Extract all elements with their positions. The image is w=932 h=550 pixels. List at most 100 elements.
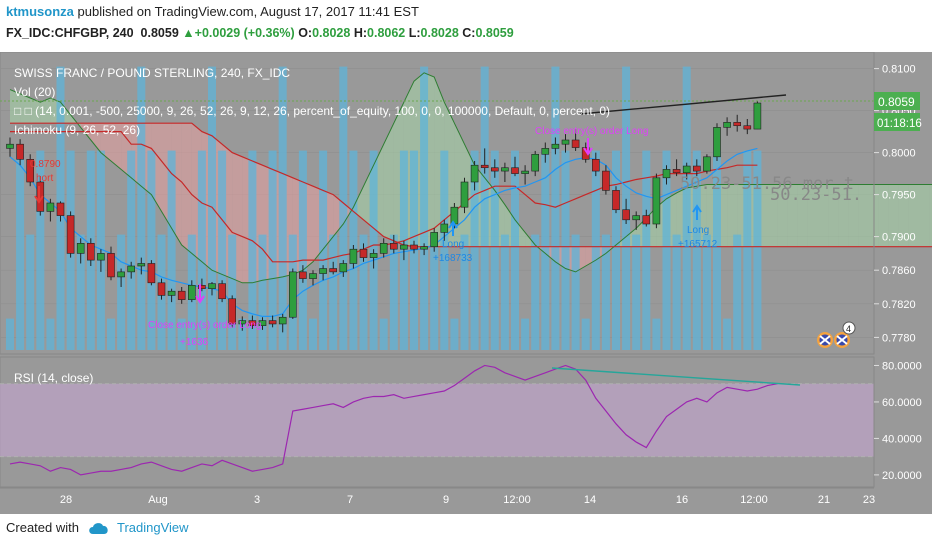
candle-54: [551, 137, 560, 155]
time-badge-text: 01:18:16: [877, 118, 922, 130]
cloud-segment-91: [929, 184, 932, 247]
time-tick-9: 21: [818, 494, 830, 506]
low-value: 0.8028: [420, 26, 459, 40]
volume-bar-69: [702, 234, 711, 350]
volume-bar-59: [601, 234, 610, 350]
annot-close-bottom-value: +1636: [180, 337, 209, 348]
candle-5: [56, 201, 65, 222]
time-axis[interactable]: 28 Aug 3 7 9 12:00 14 16 12:00 21 23: [0, 487, 875, 506]
candle-32: [329, 261, 338, 275]
volume-bar-33: [339, 66, 348, 350]
volume-bar-73: [743, 150, 752, 350]
cloud-segment-3: [40, 98, 51, 124]
short-arrow-icon: [34, 186, 44, 204]
candle-59: [602, 165, 610, 195]
time-badge: [874, 113, 920, 131]
candle-15: [157, 278, 166, 300]
annot-long2-value: +165712: [678, 239, 718, 250]
volume-bar-20: [208, 66, 216, 350]
author-link[interactable]: ktmusonza: [6, 4, 74, 19]
cloud-segment-83: [848, 184, 859, 247]
high-value: 0.8062: [367, 26, 406, 40]
candle-52: [531, 150, 540, 177]
event-flags[interactable]: 4: [817, 321, 856, 348]
candle-47: [480, 148, 489, 174]
volume-bar-47: [480, 66, 489, 350]
open-label: O:: [298, 26, 313, 40]
candle-50: [511, 156, 519, 177]
candle-29: [299, 265, 307, 283]
volume-bar-12: [127, 150, 136, 350]
cloud-segment-84: [858, 184, 869, 247]
cloud-segment-8: [90, 123, 101, 153]
time-tick-8: 12:00: [740, 494, 768, 506]
rsi-label[interactable]: RSI (14, close): [14, 371, 93, 385]
candle-41: [420, 243, 428, 256]
long-arrow-2-icon: [692, 204, 702, 220]
candle-55: [561, 134, 570, 153]
candle-62: [632, 211, 641, 230]
cloud-segment-90: [919, 184, 930, 247]
candle-3: [36, 176, 45, 216]
chart-area[interactable]: 50.23-51.56 mor t 50.23-51. 0.8790 hort …: [0, 52, 932, 514]
volume-bar-60: [612, 150, 620, 350]
candle-16: [167, 288, 176, 303]
candle-73: [743, 119, 752, 135]
candles: [6, 100, 762, 333]
candle-58: [591, 152, 600, 177]
candle-51: [521, 165, 529, 185]
ichimoku-label[interactable]: Ichimoku (9, 26, 52, 26): [14, 123, 140, 137]
publish-text: published on TradingView.com, August 17,…: [77, 4, 419, 19]
candle-8: [87, 238, 95, 266]
candle-71: [723, 117, 731, 136]
volume-bar-3: [36, 150, 45, 350]
candle-6: [66, 211, 75, 258]
volume-bar-22: [228, 234, 237, 350]
cloud-segment-2: [30, 98, 41, 124]
candle-63: [642, 209, 651, 227]
candle-27: [278, 313, 287, 333]
candle-18: [188, 280, 196, 303]
cloud-segment-1: [20, 93, 31, 124]
strategy-label[interactable]: □ □ (14, 0.001, -500, 25000, 9, 26, 52, …: [14, 104, 610, 118]
price-tick-3: 0.7950: [882, 190, 916, 202]
candle-49: [501, 162, 509, 182]
close-arrow-2-icon: [195, 284, 205, 304]
volume-bar-46: [470, 150, 479, 350]
volume-bar-44: [450, 318, 459, 350]
candle-2: [26, 154, 35, 187]
price-tick-0: 0.8100: [882, 64, 916, 76]
volume-bar-11: [117, 234, 126, 350]
volume-bar-70: [713, 150, 721, 350]
volume-bar-38: [389, 234, 398, 350]
volume-bar-42: [430, 234, 439, 350]
time-tick-0: 28: [60, 494, 72, 506]
last-price: 0.8059: [140, 26, 179, 40]
candle-11: [117, 268, 125, 287]
time-tick-7: 16: [676, 494, 688, 506]
time-tick-10: 23: [863, 494, 875, 506]
cloud-segment-77: [787, 184, 798, 247]
candle-33: [339, 260, 348, 277]
candle-7: [76, 238, 85, 264]
candle-45: [460, 177, 469, 214]
candle-9: [97, 249, 105, 272]
cloud-segment-79: [807, 184, 818, 247]
cloud-segment-10: [111, 123, 122, 170]
volume-bar-17: [177, 318, 186, 350]
tradingview-link[interactable]: TradingView: [116, 520, 189, 535]
vol-label[interactable]: Vol (20): [14, 85, 55, 99]
volume-bar-21: [218, 150, 227, 350]
cloud-segment-0: [10, 89, 21, 124]
rsi-tick-0: 80.0000: [882, 360, 922, 372]
price-tick-2: 0.8000: [882, 148, 916, 160]
candle-24: [248, 315, 257, 329]
volume-bar-50: [511, 150, 519, 350]
candle-74: [753, 100, 762, 130]
time-tick-2: 3: [254, 494, 260, 506]
volume-bar-51: [521, 318, 530, 350]
rsi-axis[interactable]: 80.0000 60.0000 40.0000 20.0000: [873, 357, 922, 487]
volume-bar-32: [329, 234, 338, 350]
candle-39: [400, 240, 408, 261]
annot-short-label: hort: [36, 173, 53, 184]
